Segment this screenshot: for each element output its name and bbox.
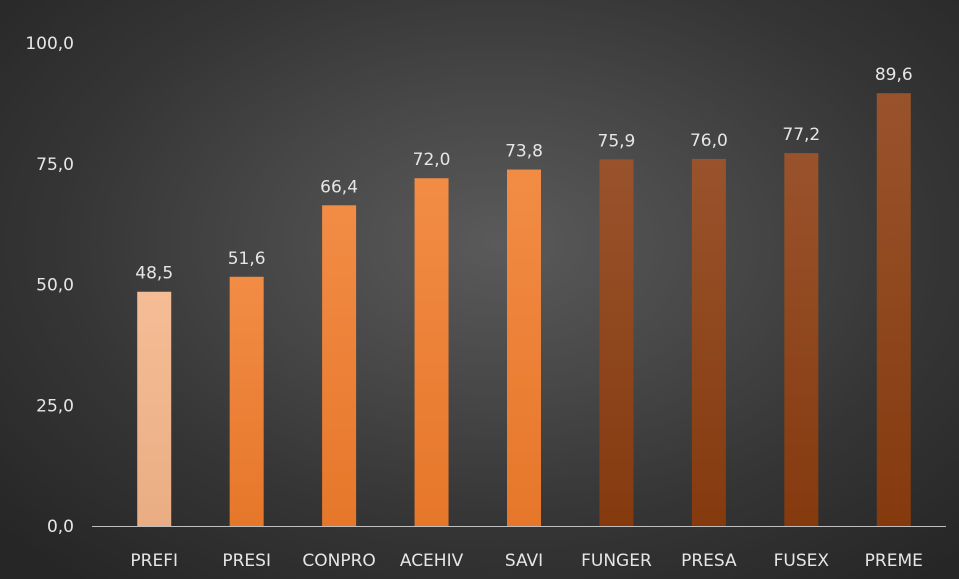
x-axis: PREFI PRESI CONPRO ACEHIV SAVI FUNGER PRESA FUS… <box>130 551 922 571</box>
x-tick-label-conpro: CONPRO <box>302 551 375 571</box>
bar-prefi <box>137 291 172 526</box>
data-labels-group: 48,5 51,6 66,4 72,0 73,8 75,9 76,0 77,2 89,6 <box>135 65 912 284</box>
data-label-acehiv: 72,0 <box>413 150 451 170</box>
y-tick-label: 75,0 <box>36 155 74 175</box>
bar-conpro <box>322 205 357 526</box>
data-label-presa: 76,0 <box>690 131 728 151</box>
bar-savi <box>507 169 541 526</box>
bar-presi <box>229 276 264 526</box>
bar-acehiv <box>414 178 449 527</box>
x-tick-label-prefi: PREFI <box>130 551 178 571</box>
x-tick-label-acehiv: ACEHIV <box>400 551 464 571</box>
data-label-fusex: 77,2 <box>782 125 820 145</box>
data-label-preme: 89,6 <box>875 65 913 85</box>
data-label-presi: 51,6 <box>228 249 266 269</box>
x-tick-label-presa: PRESA <box>681 551 737 571</box>
y-tick-label: 0,0 <box>47 517 74 537</box>
bar-fusex <box>784 153 819 526</box>
bar-funger <box>599 159 634 526</box>
x-tick-label-savi: SAVI <box>505 551 543 571</box>
y-tick-label: 25,0 <box>36 396 74 416</box>
x-tick-label-funger: FUNGER <box>581 551 652 571</box>
y-tick-label: 100,0 <box>25 34 74 54</box>
data-label-conpro: 66,4 <box>320 177 358 197</box>
data-label-savi: 73,8 <box>505 142 543 162</box>
y-axis: 0,0 25,0 50,0 75,0 100,0 <box>25 34 74 537</box>
bar-presa <box>691 158 726 527</box>
data-label-prefi: 48,5 <box>135 264 173 284</box>
data-label-funger: 75,9 <box>598 131 636 151</box>
bar-preme <box>876 93 911 527</box>
bars-group <box>137 93 911 527</box>
x-tick-label-presi: PRESI <box>222 551 271 571</box>
x-tick-label-fusex: FUSEX <box>774 551 830 571</box>
y-tick-label: 50,0 <box>36 276 74 296</box>
x-tick-label-preme: PREME <box>865 551 923 571</box>
